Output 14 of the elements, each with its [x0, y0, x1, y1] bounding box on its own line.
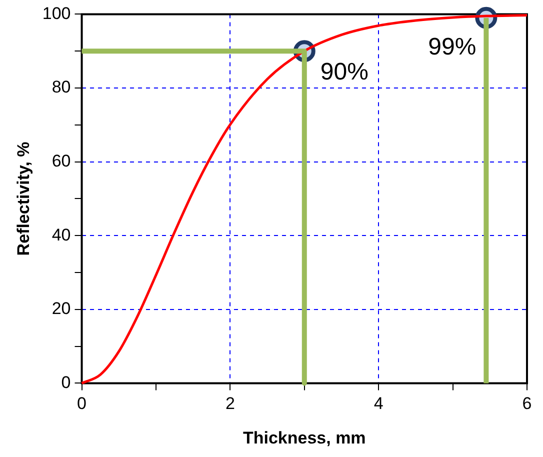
- y-tick-label: 100: [42, 4, 71, 23]
- y-tick-label: 20: [52, 299, 71, 318]
- x-axis-title: Thickness, mm: [242, 428, 366, 448]
- y-tick-label: 60: [52, 151, 71, 170]
- y-tick-label: 0: [61, 372, 71, 392]
- y-tick-label: 40: [52, 225, 71, 244]
- x-tick-label: 4: [374, 394, 384, 414]
- y-axis-title: Reflectivity, %: [14, 142, 33, 256]
- x-tick-label: 0: [77, 394, 86, 414]
- data-label: 99%: [428, 34, 476, 61]
- data-label: 90%: [320, 58, 368, 86]
- y-tick-label: 80: [52, 78, 71, 97]
- x-tick-label: 2: [225, 394, 235, 414]
- x-tick-label: 6: [522, 394, 532, 414]
